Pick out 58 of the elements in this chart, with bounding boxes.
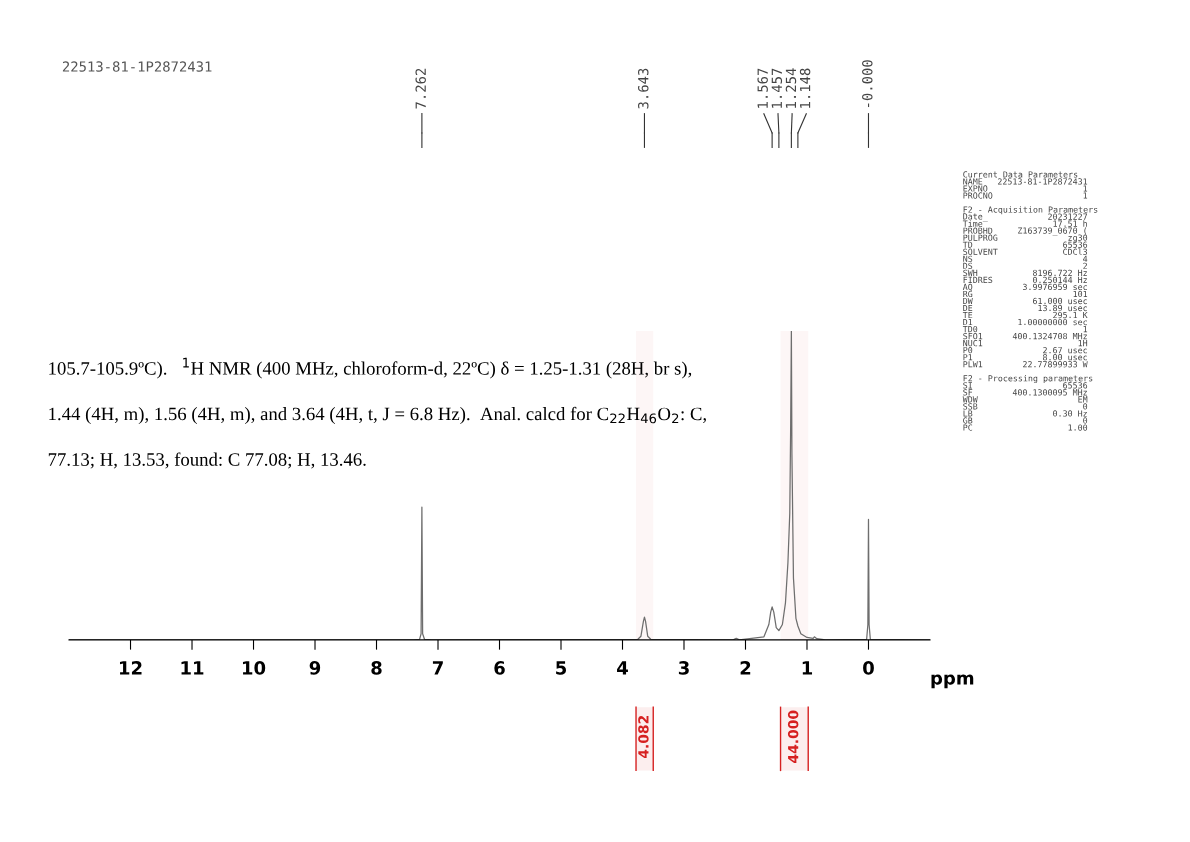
text: Date_ 20231227 bbox=[963, 213, 1088, 222]
text: SSB 0 bbox=[963, 403, 1088, 410]
x-tick-label: 4 bbox=[617, 661, 628, 675]
text: WDW EM bbox=[962, 396, 1088, 403]
text: F2 - Processing parameters bbox=[963, 374, 1093, 384]
text: DS 2 bbox=[963, 262, 1087, 269]
annotation: 1.148 bbox=[799, 68, 811, 108]
x-tick-label: 11 bbox=[181, 661, 204, 675]
text: NAME 22513-81-1P2872431 bbox=[963, 178, 1088, 185]
band-label: 4.082 bbox=[638, 715, 649, 759]
x-tick-label: 0 bbox=[863, 661, 874, 675]
text: D1 1.00000000 sec bbox=[963, 318, 1087, 326]
text: NUC1 1H bbox=[963, 340, 1088, 347]
text: P0 2.67 usec bbox=[963, 347, 1087, 354]
x-tick-label: 6 bbox=[494, 661, 505, 675]
annotation: 1.567 bbox=[757, 68, 768, 108]
text: Current Data Parameters bbox=[963, 171, 1078, 178]
band-label: 44.000 bbox=[787, 710, 799, 763]
x-tick-label: 10 bbox=[242, 661, 266, 675]
chart-title: 22513-81-1P2872431 bbox=[62, 61, 212, 72]
x-tick-label: 7 bbox=[432, 661, 443, 675]
text: GB 0 bbox=[963, 417, 1088, 424]
x-tick-label: 9 bbox=[309, 661, 321, 675]
x-tick-label: 12 bbox=[119, 661, 142, 675]
annotation: -0.000 bbox=[862, 60, 873, 108]
text: TE 295.1 K bbox=[962, 311, 1088, 319]
annotation: 1.457 bbox=[771, 68, 783, 108]
annotation: 3.643 bbox=[638, 68, 649, 109]
text: NS 4 bbox=[963, 255, 1088, 262]
x-tick-label: 1 bbox=[802, 661, 813, 675]
x-tick-label: 5 bbox=[556, 661, 567, 675]
text: DW 61.000 usec bbox=[963, 297, 1087, 305]
text: PROCNO 1 bbox=[963, 192, 1088, 199]
text: PLW1 22.77899933 W bbox=[963, 361, 1088, 368]
annotation: 77.13; H, 13.53, found: C 77.08; H, 13.46. bbox=[48, 452, 366, 469]
text: LB 0.30 Hz bbox=[963, 410, 1087, 417]
annotation: 1.44 (4H, m), 1.56 (4H, m), and 3.64 (4H, t, J = 6.8 Hz). Anal. calcd for C$_{22}$H$_{46}$O$_{2}$: C, bbox=[49, 406, 706, 425]
text: DE 13.89 usec bbox=[963, 304, 1087, 312]
text: FIDRES 0.250144 Hz bbox=[963, 276, 1087, 284]
annotation: 7.262 bbox=[415, 68, 426, 109]
text: P1 8.00 usec bbox=[963, 354, 1087, 361]
x-tick-label: 8 bbox=[371, 661, 382, 675]
text: PC 1.00 bbox=[963, 424, 1088, 431]
text: TD 65536 bbox=[962, 241, 1088, 248]
annotation: 105.7-105.9ºC). $^{1}$H NMR (400 MHz, chloroform-d, 22ºC) δ = 1.25-1.31 (28H, br s), bbox=[49, 357, 692, 379]
annotation: 1.254 bbox=[785, 68, 797, 108]
text: TD0 1 bbox=[962, 325, 1088, 333]
text: SF 400.1300095 MHz bbox=[963, 389, 1087, 396]
x-axis-title: ppm bbox=[931, 674, 974, 689]
text: SOLVENT CDCl3 bbox=[963, 248, 1088, 255]
text: RG 101 bbox=[963, 290, 1088, 298]
x-tick-label: 2 bbox=[740, 661, 751, 675]
text: SI 65536 bbox=[963, 382, 1088, 389]
text: SFO1 400.1324708 MHz bbox=[963, 332, 1087, 340]
text: SWH 8196.722 Hz bbox=[963, 269, 1087, 277]
x-tick-label: 3 bbox=[678, 661, 689, 675]
text: Time 17.51 h bbox=[962, 220, 1087, 227]
text: EXPNO 1 bbox=[963, 185, 1088, 192]
